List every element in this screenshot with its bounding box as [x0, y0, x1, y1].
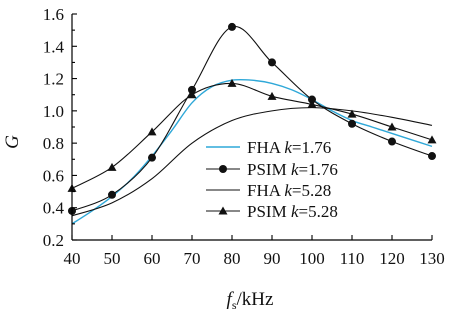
x-tick-label: 110	[340, 249, 365, 268]
legend-label: PSIM k=5.28	[247, 202, 338, 221]
y-tick-label: 1.4	[43, 37, 65, 56]
data-point-triangle	[147, 127, 157, 136]
x-axis-label: fs/kHz	[227, 289, 274, 312]
legend-k-value: =5.28	[298, 202, 337, 221]
x-tick-label: 40	[64, 249, 81, 268]
x-axis-label-symbol: f	[227, 289, 235, 310]
legend-entry: FHA k=1.76	[206, 138, 331, 157]
legend-k-value: =5.28	[292, 181, 331, 200]
y-tick-label: 0.6	[43, 166, 64, 185]
data-point-circle	[388, 137, 396, 146]
legend-prefix: PSIM	[247, 160, 287, 179]
data-point-circle	[148, 153, 156, 162]
legend-marker-circle	[219, 165, 227, 173]
legend-entry: PSIM k=1.76	[206, 160, 338, 179]
y-tick-label: 0.8	[43, 134, 64, 153]
legend-prefix: FHA	[247, 138, 282, 157]
y-tick-label: 1.2	[43, 70, 64, 89]
x-tick-label: 60	[144, 249, 161, 268]
x-tick-label: 70	[184, 249, 201, 268]
y-axis-label: G	[2, 135, 23, 149]
legend-label: FHA k=5.28	[247, 181, 331, 200]
legend-label: FHA k=1.76	[247, 138, 331, 157]
x-tick-label: 130	[419, 249, 445, 268]
series-layer	[67, 22, 437, 225]
legend-entry: FHA k=5.28	[206, 181, 331, 200]
legend-k: k	[284, 181, 292, 200]
tick-labels: 40 50 60 70 80 90 100 110 120 130 0.2 0.4 0.6 0.8 1.0 1…	[43, 5, 445, 268]
legend-k: k	[291, 202, 299, 221]
data-point-circle	[308, 95, 316, 104]
data-point-circle	[188, 85, 196, 94]
data-point-triangle	[307, 99, 317, 108]
y-tick-label: 0.4	[43, 199, 65, 218]
data-point-triangle	[267, 91, 277, 100]
legend-label: PSIM k=1.76	[247, 160, 338, 179]
x-tick-label: 90	[264, 249, 281, 268]
data-point-circle	[428, 152, 436, 161]
legend-prefix: FHA	[247, 181, 282, 200]
series-line-1	[71, 26, 433, 212]
y-tick-label: 1.6	[43, 5, 64, 24]
x-tick-label: 100	[299, 249, 325, 268]
data-point-circle	[348, 119, 356, 128]
data-point-circle	[268, 58, 276, 67]
data-point-triangle	[107, 162, 117, 171]
legend-prefix: PSIM	[247, 202, 287, 221]
legend-entry: PSIM k=5.28	[206, 202, 338, 221]
data-point-triangle	[347, 109, 357, 118]
x-axis-label-unit: /kHz	[237, 289, 274, 310]
legend: FHA k=1.76 PSIM k=1.76 FHA k=5.28 PSIM k…	[206, 138, 338, 221]
data-point-triangle	[187, 90, 197, 99]
legend-k: k	[291, 160, 299, 179]
x-tick-label: 80	[224, 249, 241, 268]
legend-k: k	[284, 138, 292, 157]
x-tick-label: 50	[104, 249, 121, 268]
x-axis-label-subscript: s	[232, 298, 237, 312]
legend-marker-triangle	[218, 206, 228, 215]
legend-k-value: =1.76	[292, 138, 331, 157]
data-point-triangle	[387, 122, 397, 131]
series-line-3	[71, 82, 433, 189]
series-line-2	[71, 107, 433, 217]
y-tick-label: 1.0	[43, 102, 64, 121]
x-tick-label: 120	[379, 249, 405, 268]
data-point-circle	[108, 190, 116, 199]
data-point-triangle	[427, 135, 437, 144]
legend-k-value: =1.76	[298, 160, 337, 179]
axes	[71, 13, 433, 241]
data-point-triangle	[227, 78, 237, 87]
y-tick-label: 0.2	[43, 231, 64, 250]
data-point-circle	[228, 22, 236, 31]
